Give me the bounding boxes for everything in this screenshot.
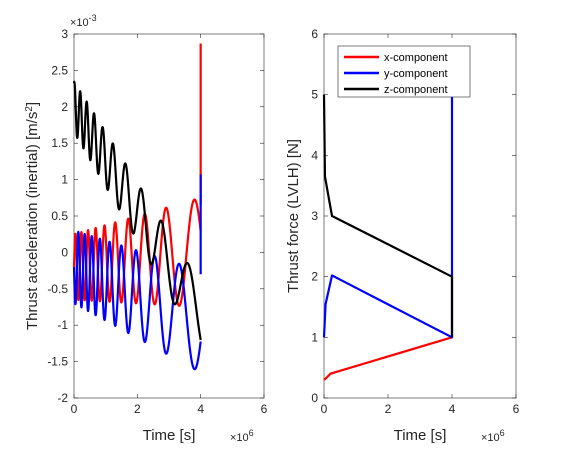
right-ytick-label: 3 [311, 209, 318, 223]
right-series [322, 94, 454, 381]
right-series-y-component-line [322, 94, 454, 339]
right-xtick-label: 2 [385, 402, 392, 416]
right-xtick-label: 4 [449, 402, 456, 416]
left-ytick-label: 2.5 [51, 63, 68, 77]
left-y-exponent: ×10-3 [70, 13, 97, 29]
left-x-axis-label: Time [s] [143, 427, 196, 444]
legend-label-z: z-component [384, 84, 448, 96]
right-series-z-component-line [322, 94, 454, 338]
right-ytick-label: 4 [311, 148, 318, 162]
left-xtick-label: 6 [261, 402, 268, 416]
left-series-black-line [72, 80, 202, 341]
left-xtick-label: 2 [134, 402, 141, 416]
legend-label-x: x-component [384, 52, 448, 64]
left-ytick-label: 0.5 [51, 209, 68, 223]
left-series-blue-line [72, 230, 202, 371]
right-ticks: 0 2 4 6 0 1 2 3 4 5 6 [311, 27, 519, 416]
left-ytick-label: -0.5 [47, 282, 68, 296]
left-ytick-label: 1.5 [51, 136, 68, 150]
right-xtick-label: 6 [513, 402, 520, 416]
left-ytick-label: -1.5 [47, 355, 68, 369]
legend-label-y: y-component [384, 68, 448, 80]
right-x-axis-label: Time [s] [394, 427, 447, 444]
left-ytick-label: 1 [61, 173, 68, 187]
left-series-red-line [72, 198, 202, 307]
left-ytick-label: 3 [61, 27, 68, 41]
left-xtick-label: 0 [71, 402, 78, 416]
right-series-x-component-line [323, 336, 453, 381]
left-axes: 0 2 4 6 -2 -1.5 -1 -0.5 0 0.5 1 1.5 2 2.5 3 Time [s] ×… [24, 13, 268, 444]
left-x-exponent: ×106 [230, 428, 254, 444]
left-ytick-label: -1 [57, 318, 68, 332]
right-ytick-label: 2 [311, 270, 318, 284]
right-axes: 0 2 4 6 0 1 2 3 4 5 6 Time [s] ×106 Thrust force (… [285, 27, 520, 444]
left-ytick-label: -2 [57, 391, 68, 405]
left-ytick-label: 0 [61, 245, 68, 259]
right-ytick-label: 0 [311, 391, 318, 405]
left-y-axis-label: Thrust acceleration (inertial) [m/s2] [24, 102, 41, 330]
right-ytick-label: 5 [311, 88, 318, 102]
left-xtick-label: 4 [197, 402, 204, 416]
right-x-exponent: ×106 [481, 428, 505, 444]
legend: x-component y-component z-component [337, 45, 471, 98]
right-xtick-label: 0 [321, 402, 328, 416]
right-y-axis-label: Thrust force (LVLH) [N] [285, 139, 302, 293]
left-ytick-label: 2 [61, 100, 68, 114]
right-ytick-label: 6 [311, 27, 318, 41]
right-ytick-label: 1 [311, 330, 318, 344]
left-series [72, 43, 202, 371]
